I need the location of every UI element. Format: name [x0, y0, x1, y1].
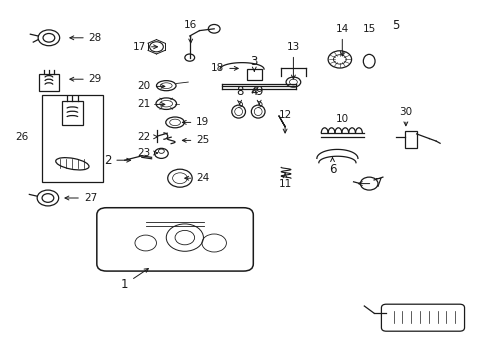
Text: 6: 6 — [328, 157, 336, 176]
Bar — [41, 95, 102, 182]
Text: 29: 29 — [70, 74, 102, 84]
Bar — [39, 74, 59, 91]
Text: 14: 14 — [335, 24, 348, 55]
Text: 4: 4 — [250, 85, 258, 98]
Text: 18: 18 — [210, 63, 238, 73]
Text: 13: 13 — [286, 42, 300, 79]
Text: 16: 16 — [183, 20, 197, 43]
Bar — [404, 131, 416, 148]
Text: 26: 26 — [15, 132, 29, 142]
Text: 15: 15 — [362, 24, 375, 34]
Text: 3: 3 — [250, 55, 258, 71]
Text: 21: 21 — [137, 99, 164, 109]
Text: 8: 8 — [235, 85, 243, 104]
Text: 9: 9 — [255, 85, 263, 104]
Text: 1: 1 — [121, 269, 148, 291]
Text: 7: 7 — [358, 177, 382, 190]
Text: 30: 30 — [399, 107, 411, 126]
Text: 10: 10 — [335, 114, 348, 124]
Text: 23: 23 — [137, 148, 157, 158]
Text: 19: 19 — [182, 117, 209, 127]
Text: 27: 27 — [65, 193, 97, 203]
Text: 22: 22 — [137, 132, 157, 142]
Text: 20: 20 — [138, 81, 164, 91]
Text: 2: 2 — [103, 154, 130, 167]
Text: 17: 17 — [132, 42, 157, 52]
Bar — [61, 101, 83, 125]
Bar — [246, 69, 261, 80]
Text: 24: 24 — [184, 173, 209, 183]
Text: 11: 11 — [278, 173, 291, 189]
Text: 25: 25 — [182, 135, 209, 145]
Text: 12: 12 — [278, 110, 291, 133]
Text: 5: 5 — [391, 19, 399, 32]
Text: 28: 28 — [70, 33, 102, 43]
